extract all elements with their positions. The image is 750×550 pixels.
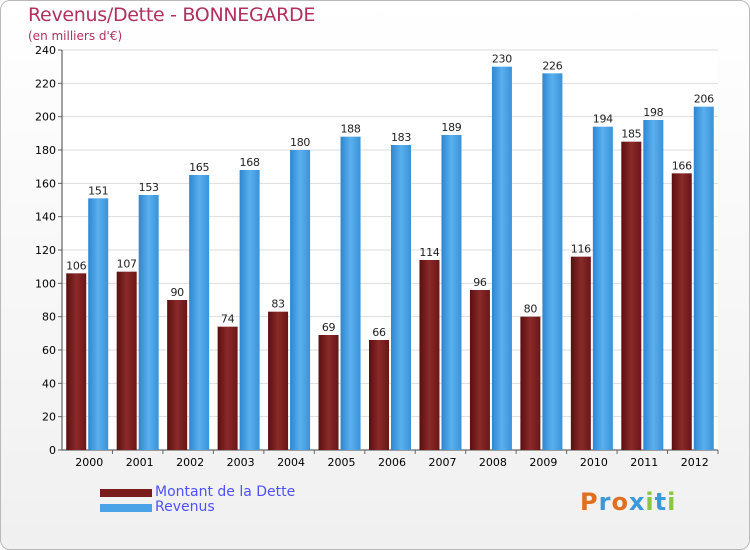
bar-dette	[318, 335, 339, 450]
data-label: 106	[66, 259, 86, 272]
logo-letter: i	[667, 488, 677, 516]
bar-revenus	[239, 170, 260, 450]
data-label: 66	[372, 326, 386, 339]
x-tick-label: 2005	[328, 456, 356, 469]
x-tick-label: 2004	[277, 456, 305, 469]
bar-dette	[116, 271, 137, 450]
y-tick-label: 160	[35, 177, 56, 190]
y-tick-label: 120	[35, 244, 56, 257]
y-tick-label: 80	[42, 311, 56, 324]
data-label: 198	[643, 106, 663, 119]
y-tick-label: 40	[42, 377, 56, 390]
data-label: 168	[240, 156, 260, 169]
data-label: 153	[139, 181, 159, 194]
data-label: 107	[117, 258, 137, 271]
bar-dette	[469, 290, 490, 450]
data-label: 183	[391, 131, 411, 144]
x-tick-label: 2011	[630, 456, 658, 469]
proxiti-logo: Proxiti	[580, 488, 676, 516]
data-label: 166	[672, 159, 692, 172]
bar-dette	[66, 273, 87, 450]
bar-dette	[671, 173, 692, 451]
legend-label-revenus: Revenus	[155, 499, 215, 515]
y-tick-label: 140	[35, 211, 56, 224]
x-tick-label: 2006	[378, 456, 406, 469]
bar-revenus	[88, 198, 109, 450]
data-label: 206	[694, 93, 714, 106]
data-label: 230	[492, 53, 512, 66]
bar-dette	[369, 340, 389, 450]
bar-revenus	[340, 136, 361, 450]
legend-swatch-dette	[100, 489, 152, 497]
bar-revenus	[643, 120, 664, 450]
y-tick-label: 200	[35, 111, 56, 124]
data-label: 180	[290, 136, 310, 149]
legend-label-dette: Montant de la Dette	[155, 484, 296, 500]
chart-title: Revenus/Dette - BONNEGARDE	[28, 4, 316, 26]
bar-dette	[570, 256, 591, 450]
bar-revenus	[138, 195, 159, 450]
logo-letter: P	[580, 488, 599, 516]
chart-subtitle: (en milliers d'€)	[28, 29, 123, 43]
data-label: 226	[542, 59, 562, 72]
y-tick-label: 180	[35, 144, 56, 157]
y-tick-label: 60	[42, 344, 56, 357]
bar-revenus	[592, 126, 613, 451]
bar-revenus	[441, 135, 462, 450]
bar-dette	[621, 141, 642, 450]
logo-letter: t	[654, 488, 668, 516]
y-tick-label: 240	[35, 44, 56, 57]
x-tick-label: 2000	[75, 456, 103, 469]
logo-letter: i	[645, 488, 655, 516]
data-label: 189	[441, 121, 461, 134]
x-tick-label: 2001	[126, 456, 154, 469]
y-tick-label: 220	[35, 77, 56, 90]
bar-dette	[268, 311, 289, 450]
data-label: 83	[271, 298, 285, 311]
bar-dette	[167, 300, 188, 450]
data-label: 90	[170, 286, 184, 299]
data-label: 194	[593, 113, 613, 126]
bar-revenus	[693, 106, 714, 451]
y-tick-label: 100	[35, 277, 56, 290]
x-tick-label: 2008	[479, 456, 507, 469]
bar-dette	[217, 326, 238, 450]
x-tick-label: 2009	[529, 456, 557, 469]
y-tick-label: 0	[49, 444, 56, 457]
x-tick-label: 2003	[227, 456, 255, 469]
data-label: 165	[189, 161, 209, 174]
bar-revenus	[391, 145, 411, 450]
logo-letter: r	[598, 488, 612, 516]
bar-revenus	[542, 73, 563, 450]
x-tick-label: 2002	[176, 456, 204, 469]
data-label: 69	[322, 321, 336, 334]
data-label: 74	[221, 313, 235, 326]
x-tick-label: 2012	[681, 456, 709, 469]
data-label: 188	[340, 123, 360, 136]
data-label: 80	[524, 303, 538, 316]
data-label: 151	[88, 184, 108, 197]
y-tick-label: 20	[42, 411, 56, 424]
bar-dette	[520, 316, 541, 450]
x-tick-label: 2010	[580, 456, 608, 469]
bar-dette	[419, 260, 440, 450]
x-tick-label: 2007	[428, 456, 456, 469]
logo-letter: o	[611, 488, 629, 516]
legend-swatch-revenus	[100, 504, 152, 512]
bar-revenus	[290, 150, 311, 450]
data-label: 185	[621, 128, 641, 141]
bar-revenus	[491, 66, 512, 451]
data-label: 96	[473, 276, 487, 289]
logo-letter: x	[628, 488, 646, 516]
bar-revenus	[189, 175, 210, 450]
data-label: 116	[571, 243, 591, 256]
data-label: 114	[419, 246, 439, 259]
